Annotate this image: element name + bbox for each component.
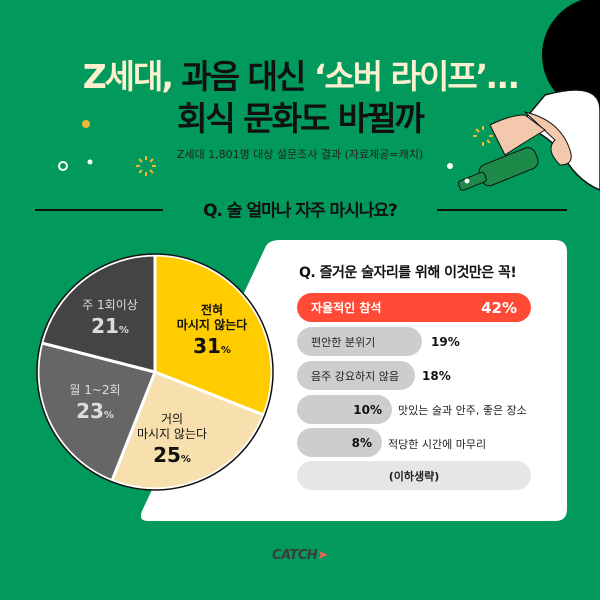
pie-chart: [36, 253, 274, 491]
bar-item-no-forcing: 음주 강요하지 않음: [297, 361, 415, 390]
bar-item-voluntary: 자율적인 참석 42%: [297, 293, 531, 322]
pie-slice: [39, 253, 157, 374]
pie-label-value: 21: [91, 314, 119, 338]
dot-icon: [464, 178, 470, 184]
bar-item-timely-end: 8%: [297, 428, 382, 457]
ring-icon: [58, 161, 68, 171]
bar-label: 맛있는 술과 안주, 좋은 장소: [398, 404, 527, 417]
title-fragment: Z세대,: [82, 57, 174, 96]
bar-value: 42%: [481, 298, 517, 317]
pie-label-text: 주 1회이상: [82, 298, 138, 312]
pie-slice: [36, 341, 158, 483]
pie-label-text: 마시지 않는다: [176, 318, 248, 332]
divider: [35, 209, 163, 211]
bar-value: 18%: [422, 369, 451, 383]
logo-text: CATCH: [272, 548, 318, 563]
title-fragment: 과음 대신: [171, 57, 314, 96]
pie-slice: [109, 370, 266, 491]
bar-label: 편안한 분위기: [311, 335, 376, 349]
title-part1: Z세대, 과음 대신: [83, 57, 314, 96]
bar-label: (이하생략): [388, 469, 440, 483]
bar-question: Q. 즐거운 술자리를 위해 이것만은 꼭!: [299, 265, 517, 281]
pie-label-monthly: 월 1~2회 23%: [50, 383, 140, 424]
pie-label-weekly: 주 1회이상 21%: [65, 298, 155, 339]
subtitle: Z세대 1,801명 대상 설문조사 결과 (자료제공=캐치): [176, 148, 424, 161]
pie-label-unit: %: [103, 410, 114, 421]
hand-icon: [523, 111, 572, 166]
pie-label-rarely: 거의 마시지 않는다 25%: [122, 412, 222, 468]
logo-arrow-icon: ➤: [317, 548, 328, 563]
pie-slice: [153, 253, 274, 418]
bar-label: 적당한 시간에 마무리: [388, 438, 487, 451]
pie-label-text: 마시지 않는다: [136, 427, 208, 441]
bar-value: 10%: [353, 402, 382, 417]
pie-label-never: 전혀 마시지 않는다 31%: [162, 303, 262, 359]
hand-icon: [489, 114, 546, 156]
dot-icon: [447, 163, 453, 169]
bar-label: 음주 강요하지 않음: [311, 369, 399, 383]
bar-item-food: 10%: [297, 395, 392, 424]
dot-icon: [87, 159, 93, 165]
pie-label-unit: %: [118, 325, 129, 336]
bar-item-atmosphere: 편안한 분위기: [297, 327, 422, 356]
pie-label-text: 거의: [160, 412, 184, 426]
pie-label-text: 월 1~2회: [69, 383, 121, 397]
bar-label: 자율적인 참석: [311, 301, 382, 315]
bottle-icon: [457, 147, 539, 191]
pie-label-value: 31: [193, 334, 221, 358]
bar-item-omitted: (이하생략): [297, 461, 531, 490]
sparkle-icon: [136, 126, 493, 176]
page-title-line1: Z세대, 과음 대신 ‘소버 라이프’…: [0, 50, 600, 98]
catch-logo: CATCH➤: [272, 548, 328, 563]
bar-value: 19%: [431, 335, 460, 349]
page-title-line2: 회식 문화도 바뀔까: [177, 99, 425, 138]
pie-outline: [36, 253, 274, 491]
pie-label-value: 25: [153, 443, 181, 467]
divider: [437, 209, 567, 211]
pie-label-unit: %: [220, 345, 231, 356]
head-icon: [542, 0, 600, 113]
title-part2: ‘소버 라이프’…: [313, 57, 519, 96]
pie-label-text: 전혀: [200, 303, 224, 317]
bar-value: 8%: [351, 435, 372, 450]
pie-label-unit: %: [180, 454, 191, 465]
pie-question: Q. 술 얼마나 자주 마시나요?: [203, 201, 398, 221]
pie-label-value: 23: [76, 399, 104, 423]
dot-icon: [82, 120, 90, 128]
